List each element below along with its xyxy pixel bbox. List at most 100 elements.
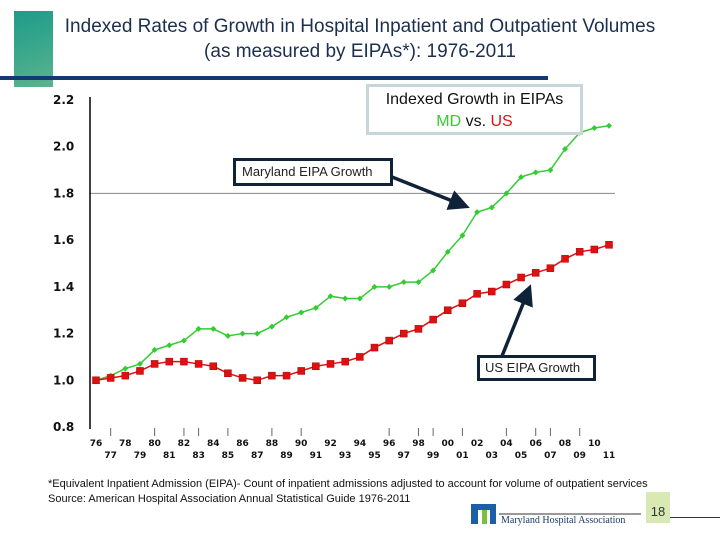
y-tick-label: 2.2: [53, 93, 74, 107]
data-point-us: [414, 325, 423, 333]
data-point-md: [430, 267, 437, 274]
data-point-md: [415, 279, 422, 286]
y-tick-label: 1.8: [53, 186, 74, 200]
logo-text: Maryland Hospital Association: [501, 515, 625, 526]
data-point-us: [92, 376, 100, 385]
data-point-us: [561, 255, 569, 263]
x-tick-label: 05: [515, 451, 528, 461]
data-point-us: [209, 362, 218, 371]
x-tick-label: 02: [471, 439, 484, 449]
data-point-us: [312, 362, 320, 371]
y-tick-label: 2.0: [53, 140, 74, 154]
x-tick-label: 86: [236, 439, 249, 449]
x-tick-label: 01: [456, 451, 469, 461]
x-tick-label: 96: [383, 439, 396, 449]
title-rule: [0, 76, 548, 80]
data-point-md: [532, 169, 539, 176]
data-point-md: [283, 314, 290, 321]
line-chart: 0.8 1.0 1.2 1.4 1.6 1.8 2.0 2.2 7677787980818283…: [53, 93, 616, 461]
x-tick-label: 78: [119, 439, 132, 449]
md-annotation: Maryland EIPA Growth: [233, 158, 393, 186]
x-tick-label: 90: [295, 439, 308, 449]
x-tick-label: 87: [251, 451, 264, 461]
x-tick-label: 92: [324, 439, 337, 449]
data-point-us: [473, 290, 481, 298]
legend-us: US: [490, 113, 513, 130]
data-point-us: [341, 357, 349, 366]
data-point-md: [195, 325, 202, 332]
x-tick-label: 06: [529, 439, 542, 449]
data-point-md: [166, 342, 173, 349]
data-point-md: [239, 330, 246, 337]
us-annotation: US EIPA Growth: [477, 355, 596, 381]
data-point-md: [122, 365, 129, 372]
x-tick-label: 97: [398, 451, 411, 461]
data-point-us: [356, 353, 364, 361]
data-point-md: [327, 293, 334, 300]
x-tick-label: 11: [603, 451, 616, 461]
md-arrow: [391, 175, 470, 210]
data-point-md: [136, 360, 143, 367]
x-tick-label: 00: [442, 439, 455, 449]
data-point-md: [356, 295, 363, 302]
y-tick-label: 1.0: [53, 373, 74, 387]
x-tick-label: 81: [163, 451, 176, 461]
mha-logo-icon: Maryland Hospital Association: [471, 504, 641, 526]
data-point-us: [121, 371, 130, 380]
x-tick-label: 91: [310, 451, 323, 461]
data-point-md: [224, 332, 231, 339]
data-point-us: [136, 367, 144, 375]
data-point-us: [517, 273, 525, 282]
x-tick-label: 04: [500, 439, 513, 449]
data-point-us: [487, 287, 496, 296]
x-tick-label: 82: [178, 439, 191, 449]
data-point-md: [400, 279, 407, 286]
x-tick-label: 89: [280, 451, 293, 461]
data-point-us: [224, 369, 232, 378]
data-point-md: [591, 125, 598, 132]
y-tick-label: 1.6: [53, 233, 74, 247]
x-tick-label: 80: [148, 439, 161, 449]
data-point-us: [238, 374, 247, 382]
y-tick-label: 1.4: [53, 280, 74, 294]
data-point-md: [488, 204, 495, 211]
x-tick-label: 07: [544, 451, 557, 461]
data-point-us: [429, 315, 437, 324]
x-tick-label: 03: [485, 451, 498, 461]
x-tick-label: 99: [427, 451, 440, 461]
data-point-us: [180, 357, 188, 366]
data-point-md: [606, 122, 612, 129]
data-point-us: [458, 299, 467, 307]
data-point-us: [326, 360, 335, 368]
chart-legend: Indexed Growth in EIPAs MD vs. US: [366, 84, 583, 135]
data-point-us: [502, 280, 511, 289]
legend-title: Indexed Growth in EIPAs: [385, 91, 564, 108]
data-point-md: [371, 283, 378, 290]
data-point-us: [385, 336, 393, 345]
y-tick-label: 0.8: [53, 420, 74, 434]
x-tick-label: 95: [368, 451, 381, 461]
data-point-md: [386, 283, 393, 290]
data-point-us: [253, 376, 261, 385]
footer-line: [660, 517, 720, 518]
data-point-md: [180, 337, 187, 344]
x-tick-label: 98: [412, 439, 425, 449]
source-note: Source: American Hospital Association An…: [48, 493, 411, 505]
x-tick-label: 88: [266, 439, 279, 449]
x-tick-label: 76: [90, 439, 103, 449]
data-point-us: [605, 241, 613, 249]
legend-md: MD: [436, 113, 462, 130]
y-tick-label: 1.2: [53, 327, 74, 341]
data-point-us: [546, 264, 555, 272]
x-tick-label: 84: [207, 439, 220, 449]
x-tick-label: 94: [354, 439, 367, 449]
data-point-us: [575, 248, 584, 256]
data-point-md: [518, 174, 525, 181]
data-point-us: [444, 306, 452, 314]
data-point-md: [298, 309, 305, 316]
data-point-md: [474, 209, 481, 216]
data-point-us: [370, 343, 379, 352]
x-tick-label: 93: [339, 451, 352, 461]
data-point-md: [210, 325, 217, 332]
data-point-md: [444, 248, 451, 255]
